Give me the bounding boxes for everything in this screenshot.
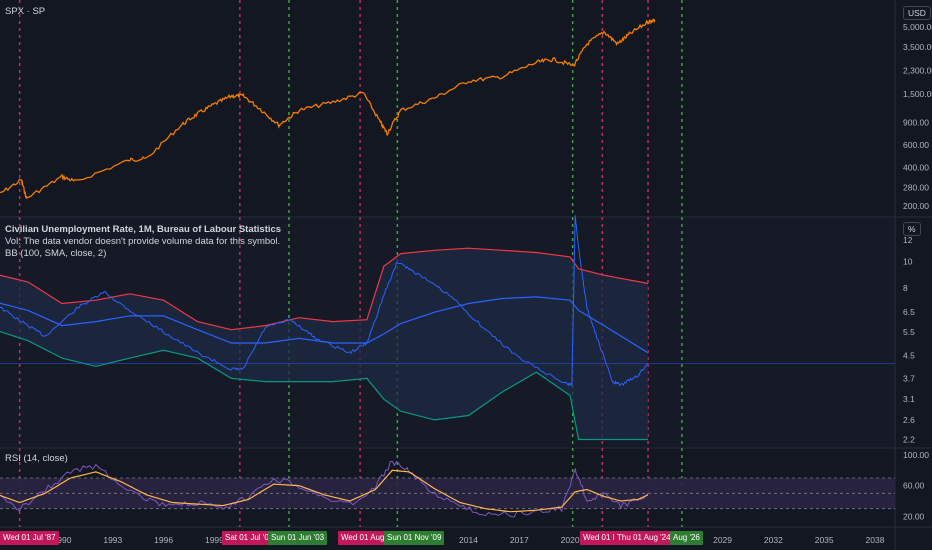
percent-axis-tick: 8 [903,283,908,293]
price-axis-tick: 600.00 [903,140,929,150]
unemployment-title: Civilian Unemployment Rate, 1M, Bureau o… [5,224,282,235]
rsi-line [0,460,649,518]
price-symbol-label: SPX · SP [5,6,46,17]
rsi-label: RSI (14, close) [5,453,68,464]
percent-axis-tick: 6.5 [903,307,915,317]
price-axis-tick: 2,300.00 [903,65,932,75]
price-axis-tick: 3,500.00 [903,42,932,52]
volume-note: Vol: The data vendor doesn't provide vol… [5,236,281,247]
date-marker-tag: Wed 01 Jul '87 [0,531,59,545]
percent-axis-tick: 5.5 [903,327,915,337]
time-axis-label: 2017 [510,535,529,545]
percent-axis-tick: 12 [903,235,913,245]
bollinger-band-fill [0,248,648,440]
percent-axis-tick: 3.1 [903,394,915,404]
bb-label: BB (100, SMA, close, 2) [5,248,107,259]
date-marker-tag: Sat 01 Jul '00 [222,531,277,545]
bb-lower-band [0,330,648,441]
spx-price-line [0,18,656,199]
date-marker-tag: Thu 01 Aug '24 [614,531,674,545]
time-axis-label: 2035 [815,535,834,545]
time-axis-label: 2020 [561,535,580,545]
time-axis-label: 1996 [154,535,173,545]
time-axis-label: 1999 [205,535,224,545]
price-axis-tick: 5,000.00 [903,22,932,32]
unemployment-rate-line [0,215,649,387]
date-marker-tag: Aug '26 [670,531,703,545]
rsi-ma-line [0,469,649,513]
time-axis-label: 1993 [103,535,122,545]
time-axis-label: 1990 [53,535,72,545]
time-axis-label: 2014 [459,535,478,545]
time-axis-label: 2029 [713,535,732,545]
percent-axis-tick: 10 [903,257,913,267]
price-axis-tick: 280.00 [903,182,929,192]
percent-axis-tick: 4.5 [903,350,915,360]
time-axis-label: 2032 [764,535,783,545]
rsi-axis-tick: 100.00 [903,450,929,460]
price-axis-tick: 900.00 [903,117,929,127]
bb-upper-band [0,247,649,331]
percent-axis-tick: 2.2 [903,435,915,445]
percent-axis-tick: 2.6 [903,415,915,425]
rsi-axis-tick: 20.00 [903,511,925,521]
date-marker-tag: Sun 01 Nov '09 [384,531,445,545]
price-axis-tick: 400.00 [903,163,929,173]
percent-unit-badge[interactable]: % [903,222,921,236]
price-unit-badge[interactable]: USD [903,6,931,20]
time-axis-label: 2038 [866,535,885,545]
bb-basis-line [0,296,649,354]
price-axis-tick: 200.00 [903,201,929,211]
price-axis-tick: 1,500.00 [903,89,932,99]
percent-axis-tick: 3.7 [903,373,915,383]
date-marker-tag: Sun 01 Jun '03 [268,531,328,545]
rsi-axis-tick: 60.00 [903,481,925,491]
